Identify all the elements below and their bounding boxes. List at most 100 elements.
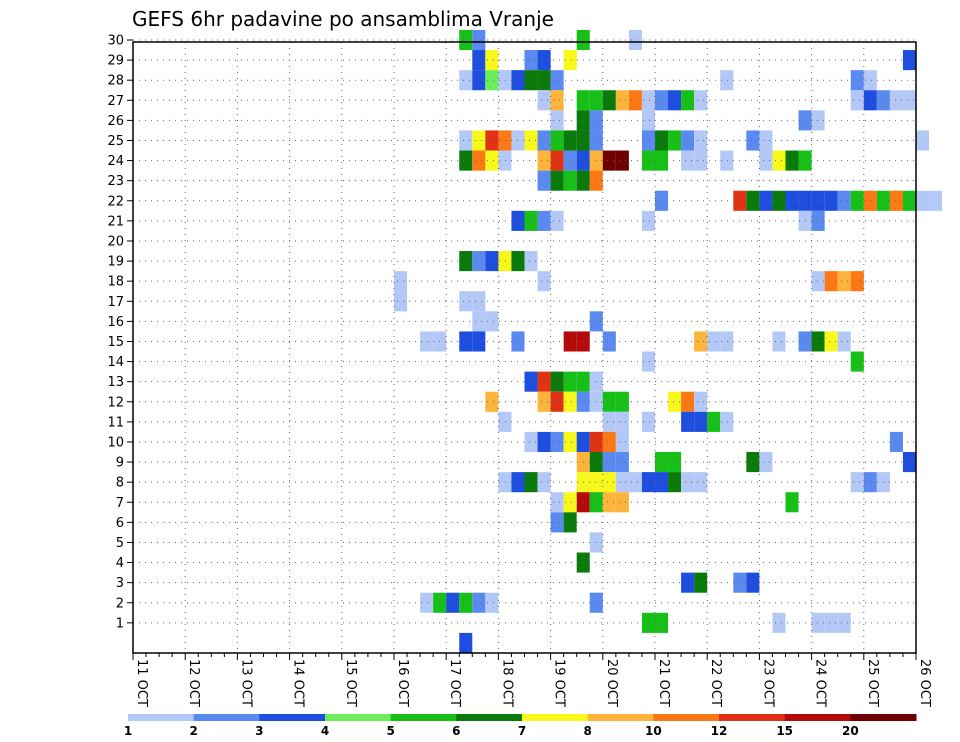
heatmap-cell <box>785 492 799 513</box>
heatmap-cell <box>459 130 473 151</box>
heatmap-cell <box>759 150 773 171</box>
heatmap-cell <box>837 331 851 352</box>
colorbar-label: 8 <box>583 724 591 738</box>
x-tick-label: 24 OCT <box>813 659 828 707</box>
y-tick-label: 14 <box>107 355 124 370</box>
y-tick-label: 4 <box>116 556 124 571</box>
heatmap-cell <box>746 190 760 211</box>
heatmap-cell <box>850 472 864 493</box>
heatmap-cell <box>524 472 538 493</box>
x-tick-label: 11 OCT <box>134 659 149 707</box>
heatmap-cell <box>420 331 434 352</box>
x-tick-label: 22 OCT <box>708 659 723 707</box>
x-tick-label: 19 OCT <box>552 659 567 707</box>
heatmap-cell <box>589 170 603 191</box>
heatmap-cell <box>602 90 616 111</box>
y-tick-label: 13 <box>107 375 124 390</box>
heatmap-cell <box>498 251 512 272</box>
y-tick-label: 23 <box>107 174 124 189</box>
heatmap-cell <box>720 70 734 91</box>
heatmap-cell <box>485 251 499 272</box>
colorbar-swatch <box>587 714 654 721</box>
heatmap-cell <box>641 150 655 171</box>
heatmap-cell <box>563 512 577 533</box>
colorbar-swatch <box>259 714 326 721</box>
colorbar-swatch <box>390 714 457 721</box>
heatmap-cell <box>681 90 695 111</box>
y-tick-label: 6 <box>116 516 124 531</box>
heatmap-cell <box>602 431 616 453</box>
x-tick-label: 20 OCT <box>604 659 619 707</box>
heatmap-cell <box>694 411 708 432</box>
heatmap-cell <box>681 411 695 432</box>
y-tick-label: 21 <box>107 214 124 229</box>
colorbar-label: 5 <box>386 724 394 738</box>
heatmap-cell <box>563 170 577 191</box>
heatmap-cell <box>694 572 708 593</box>
heatmap-cell <box>837 271 851 292</box>
colorbar-label: 12 <box>711 724 728 738</box>
heatmap-cell <box>824 190 838 211</box>
heatmap-cell <box>602 472 616 493</box>
heatmap-cell <box>537 130 551 151</box>
heatmap-cell <box>485 130 499 151</box>
heatmap-cell <box>420 592 434 613</box>
heatmap-cell <box>472 291 486 312</box>
heatmap-cell <box>615 492 629 513</box>
heatmap-cell <box>602 492 616 513</box>
heatmap-cell <box>524 70 538 91</box>
heatmap-cell <box>811 331 825 352</box>
heatmap-cell <box>537 210 551 231</box>
heatmap-cell <box>759 452 773 473</box>
heatmap-cell <box>668 130 682 151</box>
heatmap-cell <box>524 130 538 151</box>
heatmap-cell <box>485 391 499 412</box>
heatmap-cell <box>537 70 551 91</box>
heatmap-cell <box>615 431 629 453</box>
heatmap-cell <box>641 210 655 231</box>
colorbar-swatch <box>193 714 260 721</box>
heatmap-cell <box>694 90 708 111</box>
heatmap-cell <box>602 150 616 171</box>
colorbar-label: 3 <box>255 724 263 738</box>
heatmap-cell <box>602 411 616 432</box>
heatmap-cell <box>498 411 512 432</box>
heatmap-cell <box>459 70 473 91</box>
x-tick-label: 17 OCT <box>447 659 462 707</box>
heatmap-cell <box>811 110 825 131</box>
heatmap-cell <box>524 431 538 453</box>
heatmap-cell <box>681 391 695 412</box>
heatmap-cell <box>459 291 473 312</box>
colorbar-label: 4 <box>321 724 329 738</box>
y-tick-label: 20 <box>107 234 124 249</box>
heatmap-cell <box>537 90 551 111</box>
heatmap-cell <box>524 210 538 231</box>
heatmap-cell <box>720 150 734 171</box>
heatmap-cell <box>524 50 538 71</box>
heatmap-cell <box>498 130 512 151</box>
heatmap-cell <box>850 90 864 111</box>
heatmap-cell <box>902 190 916 211</box>
x-tick-label: 23 OCT <box>760 659 775 707</box>
heatmap-cell <box>537 150 551 171</box>
y-tick-label: 9 <box>116 456 124 471</box>
heatmap-cell <box>837 190 851 211</box>
heatmap-cell <box>550 130 564 151</box>
heatmap-cell <box>850 190 864 211</box>
heatmap-cell <box>459 331 473 352</box>
colorbar-label: 2 <box>189 724 197 738</box>
heatmap-cell <box>537 431 551 453</box>
heatmap-cell <box>837 612 851 633</box>
heatmap-cell <box>537 271 551 292</box>
heatmap-cell <box>472 311 486 332</box>
heatmap-cell <box>550 431 564 453</box>
heatmap-cell <box>524 371 538 392</box>
heatmap-cell <box>889 190 903 211</box>
y-tick-label: 8 <box>116 476 124 491</box>
heatmap-cell <box>589 532 603 553</box>
heatmap-cell <box>707 411 721 432</box>
colorbar-swatch <box>719 714 786 721</box>
y-tick-label: 26 <box>107 114 124 129</box>
heatmap-cell <box>524 251 538 272</box>
heatmap-cell <box>563 331 577 352</box>
